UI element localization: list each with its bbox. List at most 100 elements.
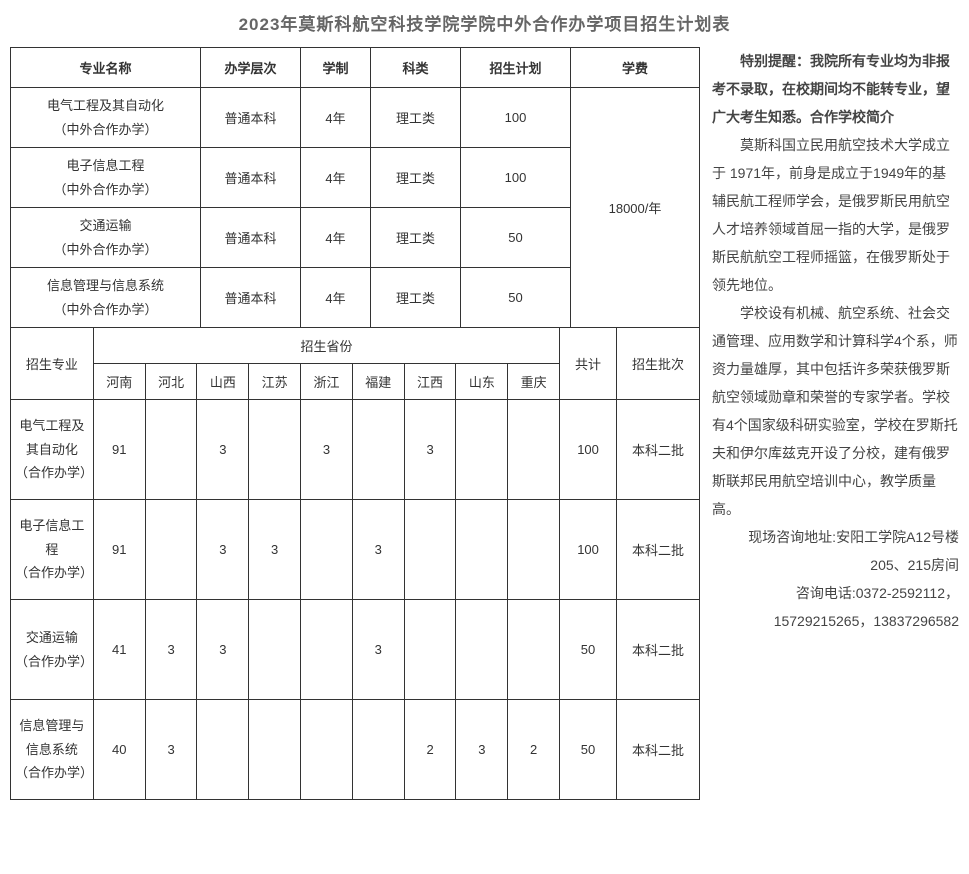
col-plan: 招生计划 (461, 48, 571, 88)
cell-level: 普通本科 (201, 148, 301, 208)
cell-major: 交通运输（中外合作办学） (11, 208, 201, 268)
cell-major: 交通运输（合作办学） (11, 600, 94, 700)
cell-major: 电子信息工程（中外合作办学） (11, 148, 201, 208)
cell-val (456, 500, 508, 600)
cell-val: 3 (197, 600, 249, 700)
cell-val: 3 (456, 700, 508, 800)
cell-duration: 4年 (301, 208, 371, 268)
cell-val (301, 600, 353, 700)
cell-total: 50 (560, 700, 617, 800)
cell-level: 普通本科 (201, 208, 301, 268)
cell-val (508, 600, 560, 700)
cell-plan: 50 (461, 268, 571, 328)
cell-major: 电气工程及其自动化（合作办学） (11, 400, 94, 500)
page-title: 2023年莫斯科航空科技学院学院中外合作办学项目招生计划表 (10, 10, 959, 35)
prov-fujian: 福建 (352, 364, 404, 400)
cell-batch: 本科二批 (617, 400, 700, 500)
cell-val: 3 (352, 600, 404, 700)
cell-category: 理工类 (371, 148, 461, 208)
cell-val: 91 (93, 500, 145, 600)
col-level: 办学层次 (201, 48, 301, 88)
notice-label: 特别提醒： (740, 53, 810, 69)
cell-val (249, 700, 301, 800)
cell-val (404, 600, 456, 700)
col-major: 招生专业 (11, 328, 94, 400)
contact-phone: 咨询电话:0372-2592112，15729215265，1383729658… (712, 579, 959, 635)
school-intro-label: 合作学校简介 (810, 109, 894, 125)
cell-plan: 100 (461, 88, 571, 148)
cell-val (145, 500, 197, 600)
cell-val: 40 (93, 700, 145, 800)
cell-val (249, 600, 301, 700)
cell-major: 信息管理与信息系统（合作办学） (11, 700, 94, 800)
cell-val (508, 400, 560, 500)
cell-val (508, 500, 560, 600)
cell-val: 3 (145, 600, 197, 700)
cell-val (145, 400, 197, 500)
enrollment-plan-table: 专业名称 办学层次 学制 科类 招生计划 学费 电气工程及其自动化（中外合作办学… (10, 47, 700, 328)
province-plan-table: 招生专业 招生省份 共计 招生批次 河南 河北 山西 江苏 浙江 福建 江西 山… (10, 327, 700, 800)
cell-level: 普通本科 (201, 268, 301, 328)
cell-plan: 100 (461, 148, 571, 208)
cell-val (249, 400, 301, 500)
prov-zhejiang: 浙江 (301, 364, 353, 400)
prov-jiangsu: 江苏 (249, 364, 301, 400)
prov-hebei: 河北 (145, 364, 197, 400)
col-total: 共计 (560, 328, 617, 400)
cell-total: 100 (560, 400, 617, 500)
cell-val: 41 (93, 600, 145, 700)
prov-chongqing: 重庆 (508, 364, 560, 400)
cell-val (352, 400, 404, 500)
cell-val: 91 (93, 400, 145, 500)
cell-plan: 50 (461, 208, 571, 268)
cell-val (197, 700, 249, 800)
intro-para1: 莫斯科国立民用航空技术大学成立于 1971年，前身是成立于1949年的基辅民航工… (712, 131, 959, 299)
cell-val: 3 (301, 400, 353, 500)
cell-total: 50 (560, 600, 617, 700)
cell-val: 3 (197, 500, 249, 600)
cell-level: 普通本科 (201, 88, 301, 148)
prov-shanxi: 山西 (197, 364, 249, 400)
intro-para2: 学校设有机械、航空系统、社会交通管理、应用数学和计算科学4个系，师资力量雄厚，其… (712, 299, 959, 523)
cell-tuition: 18000/年 (571, 88, 700, 328)
cell-val (404, 500, 456, 600)
cell-val: 3 (145, 700, 197, 800)
cell-val: 2 (404, 700, 456, 800)
cell-val (301, 500, 353, 600)
col-batch: 招生批次 (617, 328, 700, 400)
cell-batch: 本科二批 (617, 600, 700, 700)
cell-major: 电气工程及其自动化（中外合作办学） (11, 88, 201, 148)
table-row: 信息管理与信息系统（合作办学） 40 3 2 3 2 50 本科二批 (11, 700, 700, 800)
cell-batch: 本科二批 (617, 700, 700, 800)
col-tuition: 学费 (571, 48, 700, 88)
cell-major: 电子信息工程（合作办学） (11, 500, 94, 600)
prov-shandong: 山东 (456, 364, 508, 400)
table-row: 交通运输（合作办学） 41 3 3 3 50 本科二批 (11, 600, 700, 700)
cell-val (352, 700, 404, 800)
col-provinces: 招生省份 (93, 328, 559, 364)
cell-major: 信息管理与信息系统（中外合作办学） (11, 268, 201, 328)
cell-val: 2 (508, 700, 560, 800)
col-category: 科类 (371, 48, 461, 88)
cell-val: 3 (197, 400, 249, 500)
cell-val: 3 (249, 500, 301, 600)
cell-val (456, 400, 508, 500)
cell-val (301, 700, 353, 800)
cell-category: 理工类 (371, 88, 461, 148)
cell-category: 理工类 (371, 208, 461, 268)
table-row: 电气工程及其自动化（合作办学） 91 3 3 3 100 本科二批 (11, 400, 700, 500)
cell-val: 3 (352, 500, 404, 600)
col-duration: 学制 (301, 48, 371, 88)
cell-batch: 本科二批 (617, 500, 700, 600)
cell-duration: 4年 (301, 88, 371, 148)
table-row: 电气工程及其自动化（中外合作办学） 普通本科 4年 理工类 100 18000/… (11, 88, 700, 148)
prov-jiangxi: 江西 (404, 364, 456, 400)
cell-category: 理工类 (371, 268, 461, 328)
table-row: 电子信息工程（合作办学） 91 3 3 3 100 本科二批 (11, 500, 700, 600)
side-info: 特别提醒：我院所有专业均为非报考不录取，在校期间均不能转专业，望广大考生知悉。合… (712, 47, 959, 800)
cell-val (456, 600, 508, 700)
cell-val: 3 (404, 400, 456, 500)
prov-henan: 河南 (93, 364, 145, 400)
contact-address: 现场咨询地址:安阳工学院A12号楼205、215房间 (712, 523, 959, 579)
cell-duration: 4年 (301, 268, 371, 328)
